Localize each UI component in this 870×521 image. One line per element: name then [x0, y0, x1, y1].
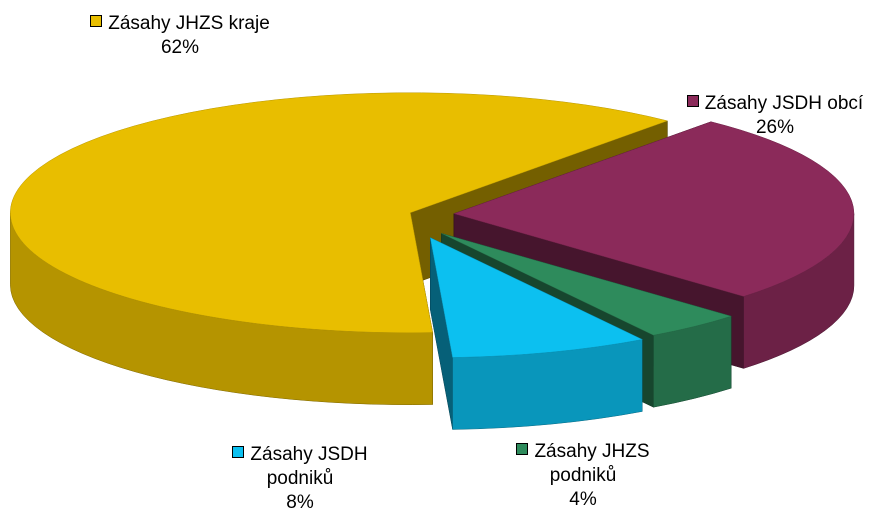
- data-label: Zásahy JSDH obcí 26%: [680, 92, 870, 140]
- value-label: 26%: [755, 117, 795, 138]
- category-label: Zásahy JHZS podniků: [534, 441, 650, 486]
- legend-key: [516, 443, 529, 455]
- legend-key: [686, 95, 699, 107]
- value-label: 4%: [569, 489, 597, 510]
- legend-key: [90, 15, 103, 27]
- slice: [429, 237, 644, 358]
- data-label: Zásahy JSDH podniků 8%: [205, 443, 395, 515]
- category-label: Zásahy JSDH obcí: [704, 93, 864, 114]
- data-label: Zásahy JHZS kraje 62%: [85, 12, 275, 60]
- slice: [453, 121, 855, 297]
- slice: [10, 92, 669, 333]
- value-label: 62%: [160, 37, 200, 58]
- category-label: Zásahy JSDH podniků: [250, 444, 368, 489]
- slice: [441, 233, 733, 336]
- category-label: Zásahy JHZS kraje: [108, 13, 270, 34]
- value-label: 8%: [286, 492, 314, 513]
- legend-key: [232, 446, 245, 458]
- data-label: Zásahy JHZS podniků 4%: [488, 440, 678, 512]
